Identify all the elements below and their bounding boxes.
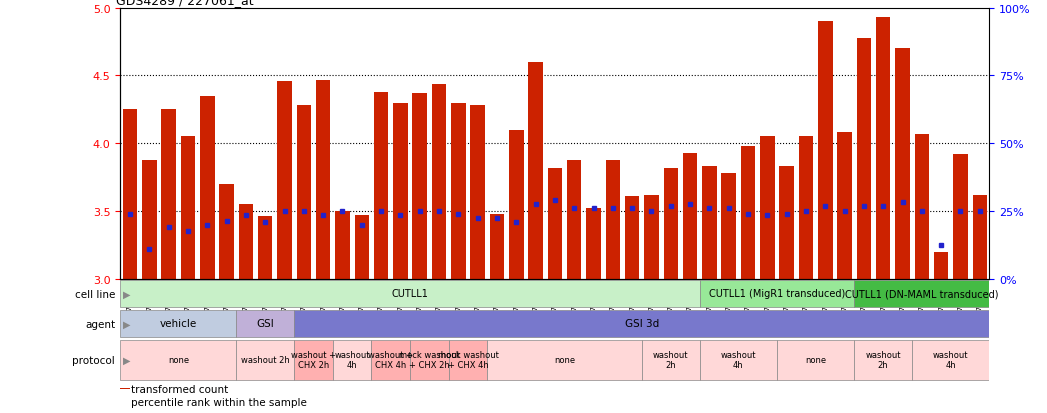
- Bar: [394, 103, 407, 279]
- Bar: [721, 174, 736, 279]
- Text: none: none: [554, 355, 575, 364]
- Text: GSI 3d: GSI 3d: [625, 318, 659, 328]
- Bar: [664, 168, 678, 279]
- Bar: [355, 216, 369, 279]
- Bar: [856, 38, 871, 279]
- Bar: [410, 340, 449, 380]
- Bar: [586, 209, 601, 279]
- Text: washout
4h: washout 4h: [933, 350, 968, 369]
- Text: GSI: GSI: [257, 318, 274, 328]
- Text: protocol: protocol: [72, 355, 115, 366]
- Bar: [760, 137, 775, 279]
- Text: washout +
CHX 4h: washout + CHX 4h: [369, 350, 414, 369]
- Bar: [799, 137, 814, 279]
- Bar: [642, 340, 699, 380]
- Bar: [741, 147, 755, 279]
- Bar: [239, 205, 253, 279]
- Text: transformed count: transformed count: [131, 384, 228, 394]
- Text: CUTLL1 (MigR1 transduced): CUTLL1 (MigR1 transduced): [709, 288, 845, 299]
- Bar: [120, 310, 237, 337]
- Bar: [699, 280, 854, 308]
- Text: washout +
CHX 2h: washout + CHX 2h: [291, 350, 336, 369]
- Bar: [895, 49, 910, 279]
- Bar: [509, 131, 524, 279]
- Bar: [779, 167, 794, 279]
- Bar: [548, 168, 562, 279]
- Bar: [258, 217, 272, 279]
- Bar: [181, 137, 195, 279]
- Text: mock washout
+ CHX 2h: mock washout + CHX 2h: [399, 350, 460, 369]
- Bar: [854, 340, 912, 380]
- Bar: [220, 185, 233, 279]
- Text: washout 2h: washout 2h: [241, 355, 290, 364]
- Bar: [237, 340, 294, 380]
- Bar: [161, 110, 176, 279]
- Text: percentile rank within the sample: percentile rank within the sample: [131, 397, 307, 407]
- Bar: [335, 211, 350, 279]
- Text: agent: agent: [85, 319, 115, 329]
- Bar: [374, 93, 388, 279]
- Bar: [490, 214, 505, 279]
- Bar: [973, 195, 987, 279]
- Text: CUTLL1 (DN-MAML transduced): CUTLL1 (DN-MAML transduced): [845, 288, 999, 299]
- Bar: [777, 340, 854, 380]
- Bar: [625, 197, 640, 279]
- Bar: [567, 160, 581, 279]
- Bar: [431, 84, 446, 279]
- Bar: [683, 153, 697, 279]
- Bar: [470, 106, 485, 279]
- Text: ▶: ▶: [122, 319, 130, 329]
- Text: washout
4h: washout 4h: [720, 350, 756, 369]
- Bar: [120, 340, 237, 380]
- Bar: [449, 340, 487, 380]
- Bar: [934, 252, 949, 279]
- Bar: [953, 155, 967, 279]
- Bar: [838, 133, 852, 279]
- Text: CUTLL1: CUTLL1: [392, 288, 428, 299]
- Bar: [277, 82, 292, 279]
- Bar: [122, 110, 137, 279]
- Bar: [372, 340, 410, 380]
- Text: ▶: ▶: [122, 289, 130, 299]
- Bar: [605, 160, 620, 279]
- Bar: [296, 106, 311, 279]
- Bar: [703, 167, 716, 279]
- Text: mock washout
+ CHX 4h: mock washout + CHX 4h: [438, 350, 498, 369]
- Bar: [818, 22, 832, 279]
- Text: none: none: [168, 355, 188, 364]
- Bar: [644, 195, 659, 279]
- Bar: [451, 103, 466, 279]
- Bar: [413, 94, 427, 279]
- Bar: [316, 81, 331, 279]
- Text: washout
4h: washout 4h: [334, 350, 370, 369]
- Bar: [487, 340, 642, 380]
- Text: GDS4289 / 227061_at: GDS4289 / 227061_at: [116, 0, 253, 7]
- Text: vehicle: vehicle: [160, 318, 197, 328]
- Bar: [120, 280, 699, 308]
- Text: cell line: cell line: [74, 289, 115, 299]
- Bar: [912, 340, 989, 380]
- Bar: [915, 135, 929, 279]
- Text: washout
2h: washout 2h: [866, 350, 901, 369]
- Bar: [142, 160, 157, 279]
- Bar: [529, 63, 542, 279]
- Bar: [200, 97, 215, 279]
- Text: ▶: ▶: [122, 355, 130, 366]
- Bar: [333, 340, 372, 380]
- Bar: [854, 280, 989, 308]
- Text: none: none: [805, 355, 826, 364]
- Bar: [294, 310, 989, 337]
- Bar: [876, 18, 890, 279]
- Bar: [699, 340, 777, 380]
- Text: washout
2h: washout 2h: [653, 350, 689, 369]
- Bar: [237, 310, 294, 337]
- Bar: [294, 340, 333, 380]
